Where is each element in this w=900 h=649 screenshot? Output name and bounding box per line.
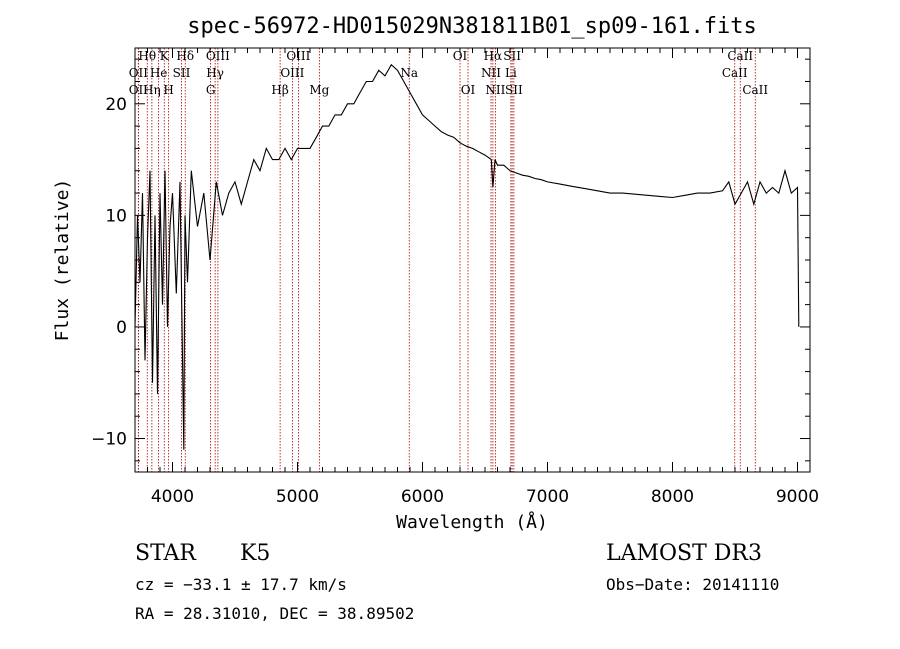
spectral-line-label: He	[150, 66, 168, 80]
obs-date: Obs−Date: 20141110	[606, 575, 779, 594]
plot-frame	[134, 47, 811, 473]
redshift-text: cz = −33.1 ± 17.7 km/s	[135, 575, 347, 594]
y-tick-label: 20	[105, 95, 127, 115]
spectral-line-label: CaII	[722, 66, 748, 80]
x-axis-label: Wavelength (Å)	[396, 511, 548, 533]
spectral-line-label: OII	[129, 66, 149, 80]
spectral-line-label: Hα	[484, 49, 503, 63]
x-tick-label: 8000	[651, 487, 694, 507]
y-tick-label: 10	[105, 206, 127, 226]
spectral-line-label: NII	[485, 83, 505, 97]
spectral-line-label: Li	[505, 66, 517, 80]
x-tick-label: 7000	[526, 487, 569, 507]
spectral-line-markers	[137, 48, 756, 472]
object-class: STAR	[135, 541, 197, 566]
y-tick-label: 0	[116, 318, 127, 338]
x-tick-label: 6000	[401, 487, 444, 507]
x-tick-label: 4000	[151, 487, 194, 507]
spectral-line-label: OIII	[280, 66, 304, 80]
y-tick-label: −10	[91, 430, 127, 450]
spectral-line-label: Hβ	[271, 83, 288, 97]
y-axis-ticks: −10 0 10 20	[91, 58, 810, 462]
spectral-line-label: OIII	[286, 49, 310, 63]
spectral-line-label: Hγ	[206, 66, 224, 80]
spectral-line-label: Hδ	[176, 49, 194, 63]
x-axis-ticks: 4000 5000 6000 7000 8000 9000	[134, 48, 819, 507]
spectral-line-label: Hη	[143, 83, 161, 97]
spectral-line-label: H	[163, 83, 173, 97]
spectral-line-label: OI	[461, 83, 476, 97]
spectral-line-label: Na	[400, 66, 418, 80]
spectral-line-label: K	[160, 49, 170, 63]
spectral-line-label: CaII	[727, 49, 753, 63]
coordinates: RA = 28.31010, DEC = 38.89502	[135, 604, 414, 623]
spectral-line-label: Hθ	[138, 49, 156, 63]
spectral-line-label: SII	[505, 83, 523, 97]
chart-title: spec-56972-HD015029N381811B01_sp09-161.f…	[187, 14, 757, 39]
spectral-line-label: OI	[453, 49, 468, 63]
survey-name: LAMOST DR3	[606, 541, 762, 566]
spectral-line-label: G	[206, 83, 216, 97]
spectral-line-label: NII	[481, 66, 501, 80]
spectral-line-label: CaII	[742, 83, 768, 97]
spectral-line-label: SII	[503, 49, 521, 63]
x-tick-label: 5000	[276, 487, 319, 507]
y-axis-label: Flux (relative)	[52, 179, 73, 342]
x-tick-label: 9000	[776, 487, 819, 507]
spectral-line-label: OII	[129, 83, 149, 97]
spectrum-line	[134, 63, 800, 450]
object-subclass: K5	[240, 541, 270, 566]
spectral-line-label: SII	[173, 66, 191, 80]
spectral-line-label: OIII	[206, 49, 230, 63]
spectral-line-label: Mg	[309, 83, 329, 97]
